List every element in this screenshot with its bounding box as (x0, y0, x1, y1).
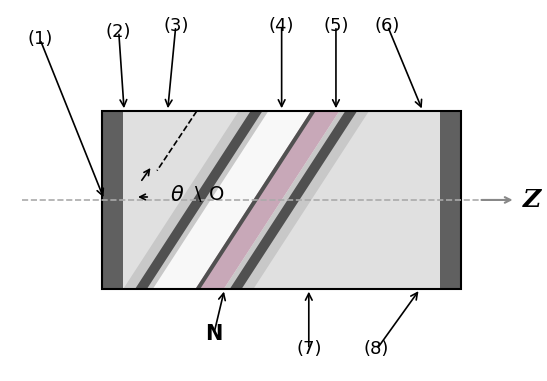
Text: (4): (4) (269, 17, 294, 35)
Text: N: N (205, 324, 223, 344)
Text: (5): (5) (323, 17, 348, 35)
Bar (102, 111, 461, 289)
Text: (2): (2) (106, 22, 131, 41)
Text: O: O (209, 186, 224, 205)
Text: \: \ (195, 186, 202, 205)
Text: (1): (1) (27, 30, 53, 48)
Text: $\theta$: $\theta$ (170, 185, 184, 205)
Text: (3): (3) (163, 17, 189, 35)
Text: (8): (8) (364, 340, 389, 359)
Bar (440, 111, 461, 289)
Text: (6): (6) (375, 17, 400, 35)
Bar (102, 111, 123, 289)
Text: (7): (7) (296, 340, 322, 359)
Bar (102, 111, 461, 289)
Text: Z: Z (522, 188, 540, 212)
